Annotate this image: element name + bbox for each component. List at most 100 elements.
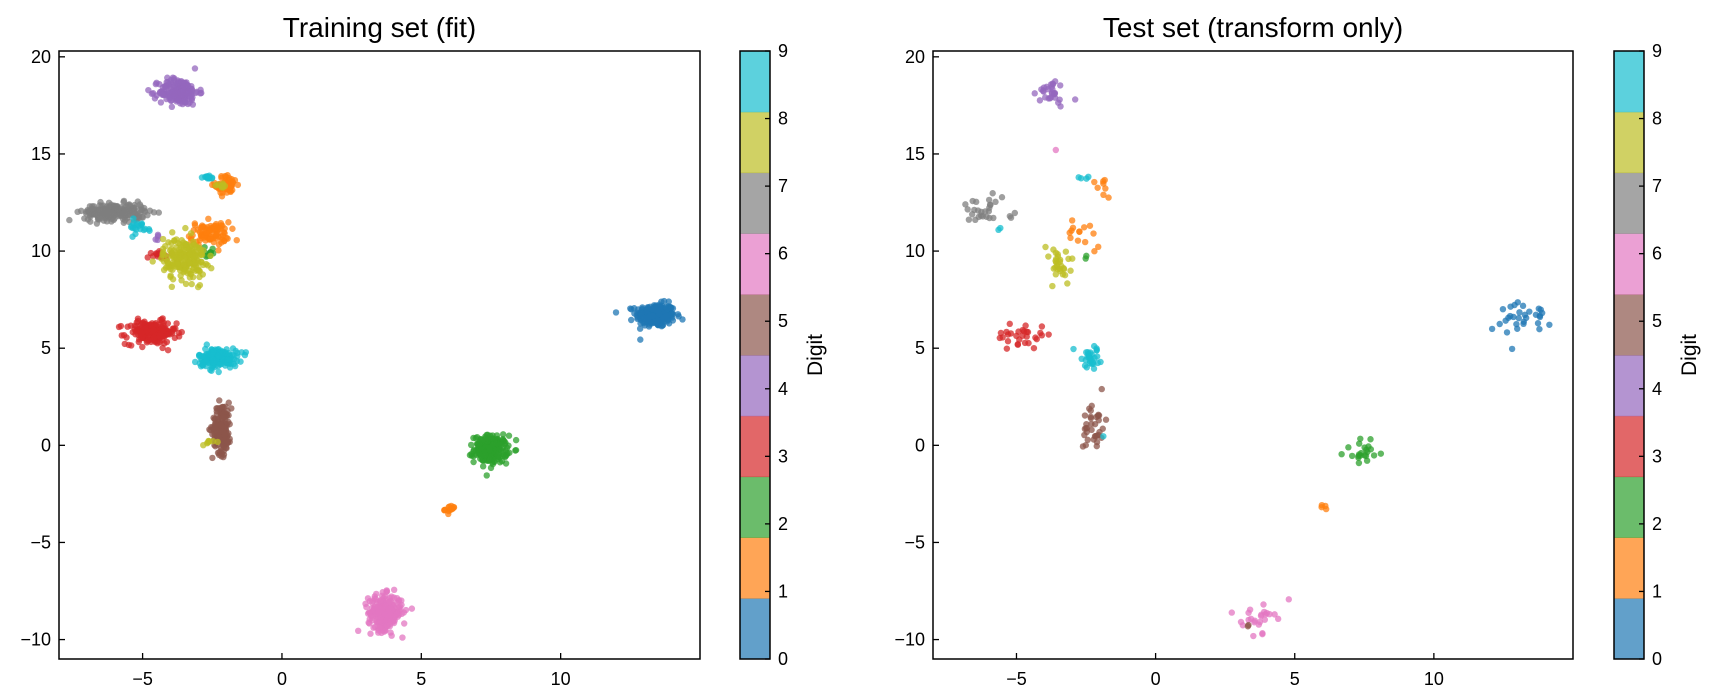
training-colorbar-label: Digit [804,334,827,376]
point [506,449,513,456]
point [997,224,1004,232]
training-y-tick-label: 0 [41,435,51,455]
point [1087,415,1095,422]
test-y-tick-label: 0 [915,435,925,455]
test-title: Test set (transform only) [1103,12,1403,43]
training-colorbar-tick-label: 2 [778,514,788,534]
point [1274,615,1282,623]
point [217,219,225,227]
point [86,211,94,219]
point [1318,501,1326,509]
point [224,356,231,363]
point [489,435,496,442]
point [138,320,146,327]
training-cluster-digit-4 [145,65,205,111]
point [1095,243,1102,251]
point [987,201,994,209]
point [143,327,150,334]
point [163,257,171,265]
point [399,634,406,641]
point [1064,280,1071,287]
point [139,343,146,351]
point [1355,451,1363,458]
point [223,444,230,452]
test-colorbar-tick-label: 7 [1652,176,1662,196]
point [634,315,641,323]
point [174,80,182,87]
point [158,332,165,339]
point [192,260,199,267]
point [202,345,209,353]
point [1506,312,1514,320]
point [1074,237,1082,244]
point [169,229,176,236]
point [215,247,222,254]
point [669,317,677,324]
point [474,441,481,448]
point [162,242,169,250]
point [180,83,188,90]
point [1049,282,1056,290]
test-colorbar: 0 1 2 3 4 5 6 7 8 9 Digit [1613,41,1701,669]
test-colorbar-segment-0 [1614,598,1644,660]
point [105,209,113,216]
point [972,198,980,206]
test-colorbar-tick-label: 8 [1652,109,1662,129]
point [1083,364,1090,371]
point [121,340,128,348]
point [167,265,174,273]
point [470,447,477,455]
test-colorbar-segment-1 [1614,537,1644,599]
point [1067,267,1074,274]
point [1260,601,1267,608]
point [630,305,638,312]
point [208,367,215,374]
training-y-tick-label: 10 [31,241,51,261]
test-colorbar-segment-8 [1614,111,1644,174]
point [181,267,189,275]
point [159,90,167,98]
point [180,261,187,268]
point [1053,262,1061,270]
point [985,196,993,204]
point [194,283,202,291]
point [150,326,157,334]
test-cluster-digit-9 [1075,173,1092,182]
point [1052,146,1060,154]
point [363,603,370,611]
point [1006,320,1013,328]
training-cluster-digit-3 [115,315,185,354]
point [169,74,177,81]
point [1068,227,1075,234]
point [1100,191,1107,199]
point [989,190,996,197]
point [149,258,156,265]
training-colorbar-tick-label: 3 [778,446,788,466]
point [198,89,205,97]
point [369,614,376,621]
point [445,503,452,511]
test-cluster-digit-1 [1318,501,1330,513]
point [218,193,226,200]
point [668,310,676,318]
training-colorbar-segment-8 [740,111,770,174]
point [1052,249,1060,256]
point [648,320,656,327]
point [1105,194,1112,201]
point [228,181,235,189]
point [160,327,167,334]
training-colorbar-frame [739,50,771,660]
point [133,220,140,227]
training-colorbar-tick-label: 8 [778,109,788,129]
point [159,250,166,257]
point [138,206,145,214]
point [992,198,999,206]
point [1042,243,1049,251]
test-cluster-digit-1 [1066,217,1102,255]
point [998,194,1006,201]
point [1285,596,1293,603]
point [178,252,186,260]
point [965,216,973,223]
point [496,459,504,466]
point [175,97,183,104]
